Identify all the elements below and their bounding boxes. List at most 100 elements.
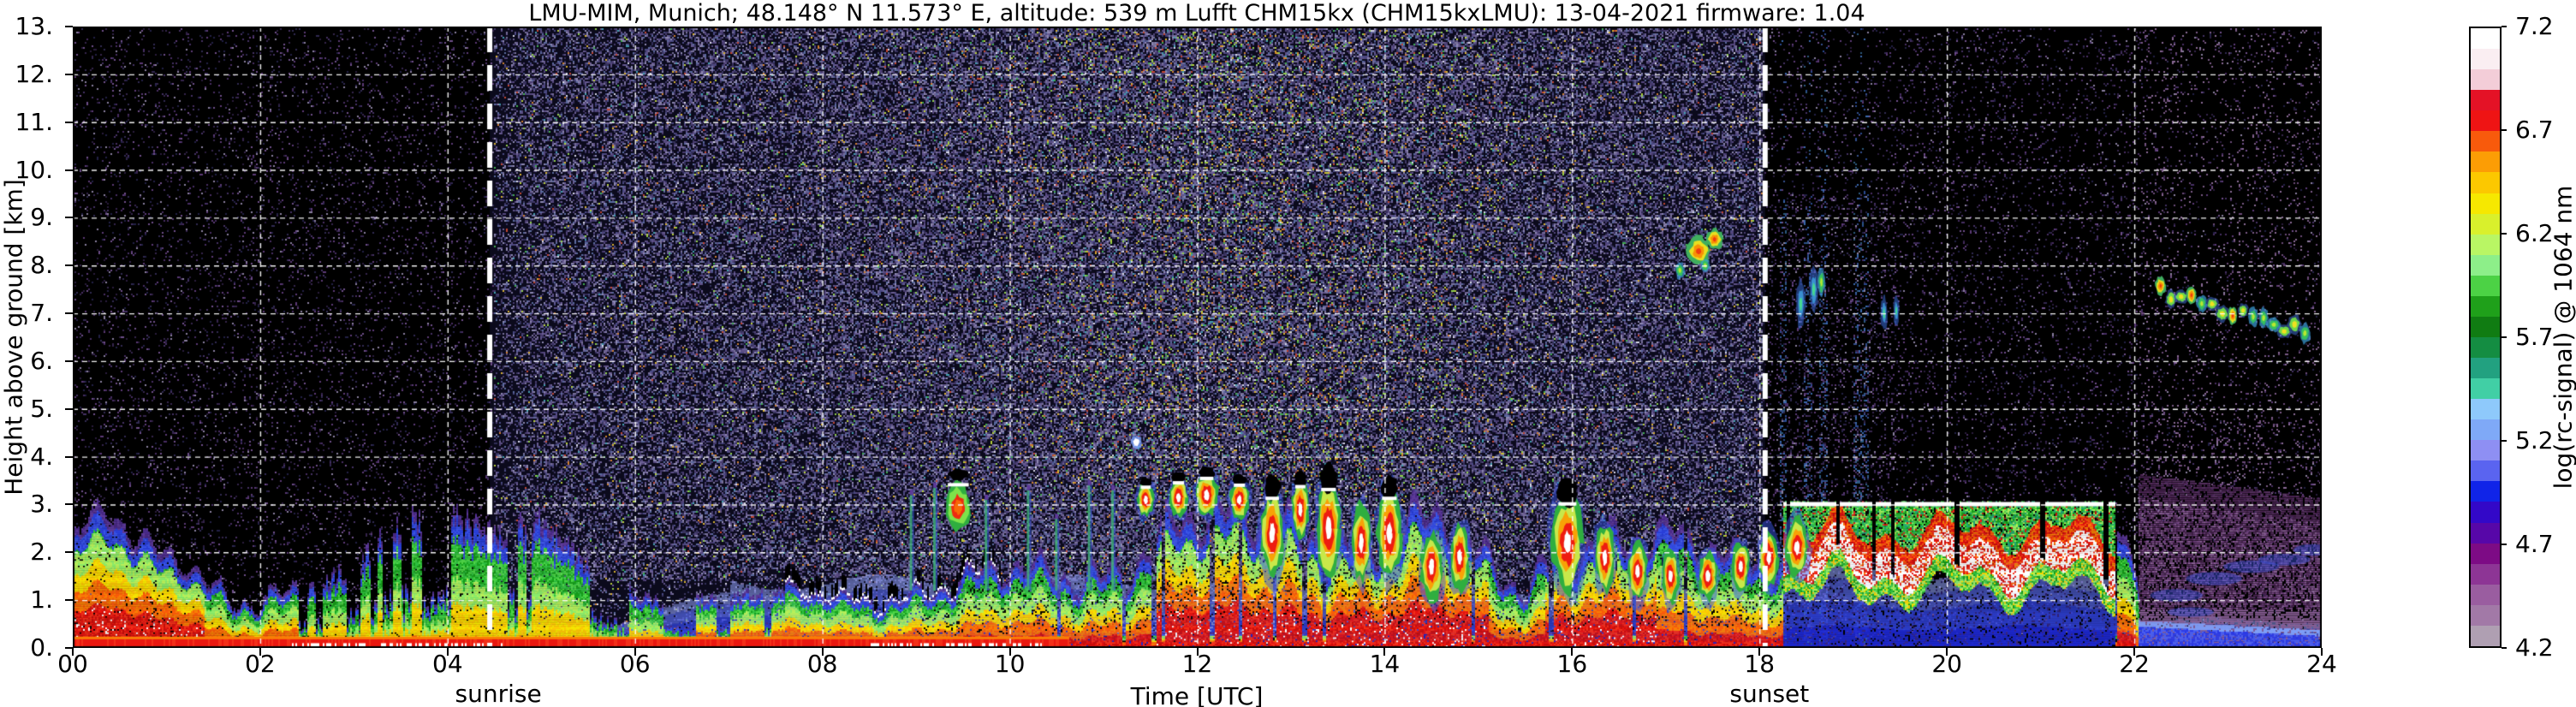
y-tick-label: 6.: [30, 346, 53, 375]
colorbar-segment: [2471, 481, 2500, 502]
y-tick-mark: [65, 551, 73, 554]
colorbar-segment: [2471, 213, 2500, 235]
colorbar-segment: [2471, 131, 2500, 152]
y-tick-label: 3.: [30, 490, 53, 519]
y-tick-label: 8.: [30, 251, 53, 280]
x-tick-mark: [2133, 648, 2136, 656]
colorbar-segment: [2471, 543, 2500, 564]
colorbar-tick-label: 7.2: [2515, 12, 2554, 40]
colorbar-segment: [2471, 502, 2500, 523]
colorbar-segment: [2471, 275, 2500, 296]
y-tick-label: 13.: [15, 12, 53, 40]
y-tick-mark: [65, 73, 73, 75]
colorbar-tick-mark: [2502, 26, 2507, 27]
colorbar-segment: [2471, 152, 2500, 173]
y-tick-label: 5.: [30, 394, 53, 423]
y-tick-label: 4.: [30, 442, 53, 471]
y-tick-mark: [65, 312, 73, 315]
colorbar-segment: [2471, 90, 2500, 111]
colorbar-title: log(rc-signal) @ 1064 nm: [2549, 185, 2576, 490]
sunset-annotation: sunset: [1729, 680, 1810, 707]
colorbar-segment: [2471, 295, 2500, 317]
y-tick-mark: [65, 26, 73, 27]
x-axis-title: Time [UTC]: [1130, 682, 1264, 707]
x-tick-mark: [634, 648, 636, 656]
colorbar-segment: [2471, 234, 2500, 255]
colorbar-segment: [2471, 419, 2500, 441]
x-tick-label: 14: [1369, 650, 1401, 678]
colorbar-segment: [2471, 358, 2500, 379]
colorbar-tick-mark: [2502, 129, 2507, 131]
x-tick-mark: [72, 648, 74, 656]
colorbar: [2469, 27, 2502, 648]
y-tick-label: 11.: [15, 107, 53, 136]
x-tick-label: 24: [2306, 650, 2337, 678]
x-tick-label: 10: [994, 650, 1026, 678]
colorbar-segment: [2471, 625, 2500, 646]
x-tick-label: 02: [245, 650, 276, 678]
x-tick-label: 18: [1744, 650, 1776, 678]
x-tick-mark: [1196, 648, 1199, 656]
x-tick-label: 12: [1181, 650, 1213, 678]
x-tick-mark: [1008, 648, 1011, 656]
x-tick-label: 16: [1556, 650, 1588, 678]
y-tick-label: 2.: [30, 538, 53, 567]
colorbar-segment: [2471, 522, 2500, 544]
x-tick-mark: [1571, 648, 1574, 656]
y-tick-mark: [65, 217, 73, 219]
colorbar-segment: [2471, 460, 2500, 482]
x-tick-mark: [446, 648, 449, 656]
colorbar-segment: [2471, 440, 2500, 461]
y-tick-label: 10.: [15, 155, 53, 184]
colorbar-segment: [2471, 110, 2500, 132]
y-tick-label: 7.: [30, 299, 53, 328]
x-tick-mark: [1383, 648, 1386, 656]
y-tick-label: 12.: [15, 59, 53, 88]
x-tick-mark: [1946, 648, 1948, 656]
x-tick-mark: [2321, 648, 2323, 656]
colorbar-tick-mark: [2502, 544, 2507, 545]
colorbar-segment: [2471, 172, 2500, 193]
colorbar-tick-mark: [2502, 336, 2507, 338]
x-tick-label: 06: [619, 650, 651, 678]
colorbar-tick-label: 6.2: [2515, 219, 2554, 247]
x-tick-mark: [821, 648, 824, 656]
x-tick-label: 22: [2119, 650, 2150, 678]
colorbar-segment: [2471, 604, 2500, 626]
colorbar-segment: [2471, 584, 2500, 605]
y-tick-mark: [65, 455, 73, 458]
colorbar-segment: [2471, 563, 2500, 585]
y-tick-label: 1.: [30, 585, 53, 615]
colorbar-segment: [2471, 69, 2500, 91]
sunrise-annotation: sunrise: [455, 680, 542, 707]
colorbar-segment: [2471, 336, 2500, 358]
colorbar-segment: [2471, 28, 2500, 50]
x-tick-mark: [1758, 648, 1761, 656]
colorbar-segment: [2471, 399, 2500, 420]
y-tick-mark: [65, 503, 73, 506]
colorbar-segment: [2471, 193, 2500, 214]
x-tick-label: 08: [806, 650, 838, 678]
colorbar-segment: [2471, 316, 2500, 337]
colorbar-tick-mark: [2502, 647, 2507, 649]
colorbar-segment: [2471, 378, 2500, 400]
x-tick-label: 00: [57, 650, 88, 678]
y-tick-mark: [65, 599, 73, 602]
plot-title: LMU-MIM, Munich; 48.148° N 11.573° E, al…: [528, 0, 1865, 27]
y-tick-mark: [65, 169, 73, 171]
colorbar-tick-label: 4.7: [2515, 530, 2554, 558]
y-tick-mark: [65, 264, 73, 267]
colorbar-tick-mark: [2502, 440, 2507, 442]
colorbar-segment: [2471, 254, 2500, 276]
heatmap-canvas: [73, 27, 2322, 648]
colorbar-tick-label: 4.2: [2515, 633, 2554, 662]
colorbar-tick-mark: [2502, 233, 2507, 235]
colorbar-segment: [2471, 49, 2500, 70]
y-tick-label: 0.: [30, 633, 53, 662]
x-tick-label: 20: [1931, 650, 1962, 678]
x-tick-label: 04: [432, 650, 463, 678]
plot-area: [73, 27, 2322, 648]
y-tick-label: 9.: [30, 203, 53, 232]
y-tick-mark: [65, 647, 73, 649]
